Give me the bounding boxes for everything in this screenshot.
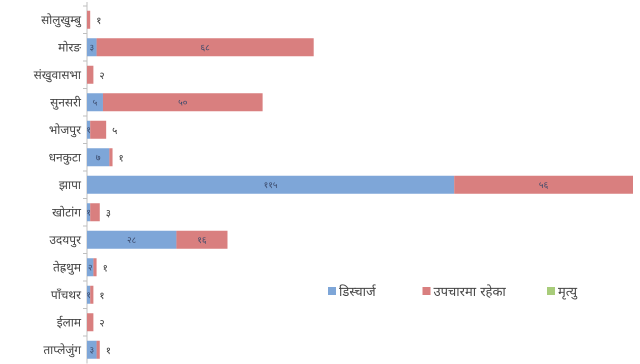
data-label: २८ bbox=[127, 236, 137, 246]
bars-layer bbox=[87, 10, 633, 359]
category-label: तेह्रथुम bbox=[53, 260, 82, 275]
legend-label: मृत्यु bbox=[558, 285, 578, 300]
data-label: ५० bbox=[178, 98, 188, 108]
category-label: ईलाम bbox=[57, 315, 82, 329]
bar-segment bbox=[87, 203, 91, 222]
bar-segment bbox=[109, 148, 113, 167]
data-label: १ bbox=[86, 126, 91, 136]
axis-layer: सोलुखुम्बु मोरङ संखुवासभा सुनसरी भोजपुर धनकुट… bbox=[34, 2, 88, 364]
legend-swatch bbox=[328, 287, 336, 295]
bar-segment bbox=[87, 65, 94, 84]
data-label: १ bbox=[96, 16, 101, 27]
bar-segment bbox=[102, 93, 263, 112]
legend-swatch bbox=[547, 287, 555, 295]
bar-segment bbox=[87, 340, 97, 359]
legend: डिस्चार्ज उपचारमा रहेका मृत्यु bbox=[328, 284, 578, 300]
data-label: ५६ bbox=[539, 181, 549, 191]
bar-segment bbox=[90, 285, 94, 304]
category-label: संखुवासभा bbox=[34, 68, 82, 83]
data-label: ३ bbox=[89, 43, 94, 53]
legend-swatch bbox=[422, 287, 431, 295]
bar-segment bbox=[87, 285, 91, 304]
bar-segment bbox=[87, 10, 91, 29]
category-label: भोजपुर bbox=[49, 123, 82, 138]
data-label: ७ bbox=[96, 153, 101, 163]
bar-segment bbox=[87, 230, 177, 249]
data-label: ३ bbox=[89, 346, 94, 356]
category-label: खोटांग bbox=[52, 205, 81, 219]
data-label: ११५ bbox=[264, 181, 278, 191]
category-label: धनकुटा bbox=[49, 150, 82, 165]
category-label: सुनसरी bbox=[50, 95, 82, 110]
category-label: मोरङ bbox=[58, 40, 81, 54]
data-label: ३ bbox=[106, 208, 111, 219]
data-label: १६ bbox=[197, 236, 207, 246]
bar-segment bbox=[87, 93, 103, 112]
data-label: १ bbox=[106, 346, 111, 357]
bar-segment bbox=[87, 258, 94, 277]
bar-segment bbox=[87, 148, 110, 167]
data-label: १ bbox=[86, 208, 91, 218]
bar-segment bbox=[87, 38, 97, 57]
data-label: १ bbox=[119, 153, 124, 164]
data-label: २ bbox=[88, 263, 93, 273]
bar-segment bbox=[176, 230, 228, 249]
bar-segment bbox=[454, 175, 633, 194]
bar-segment bbox=[90, 203, 100, 222]
bar-segment bbox=[96, 38, 314, 57]
data-label: १ bbox=[86, 291, 91, 301]
category-label: ताप्लेजुंग bbox=[43, 343, 81, 358]
data-label: १ bbox=[99, 291, 104, 302]
category-label: पाँचथर bbox=[51, 288, 82, 302]
bar-segment bbox=[93, 258, 97, 277]
data-label: ५ bbox=[93, 98, 98, 108]
data-label: ६८ bbox=[200, 43, 210, 53]
bar-segment bbox=[87, 120, 91, 139]
bar-segment bbox=[90, 120, 107, 139]
bar-segment bbox=[96, 340, 100, 359]
data-label: १ bbox=[103, 263, 108, 274]
category-label: झापा bbox=[59, 178, 82, 192]
data-label: २ bbox=[99, 71, 104, 82]
bar-segment bbox=[87, 313, 94, 332]
category-label: सोलुखुम्बु bbox=[41, 13, 82, 28]
data-label: ५ bbox=[112, 126, 117, 137]
bar-segment bbox=[87, 175, 455, 194]
legend-label: डिस्चार्ज bbox=[339, 284, 377, 300]
data-label: २ bbox=[99, 318, 104, 329]
category-label: उदयपुर bbox=[49, 233, 82, 248]
legend-label: उपचारमा रहेका bbox=[434, 284, 507, 300]
